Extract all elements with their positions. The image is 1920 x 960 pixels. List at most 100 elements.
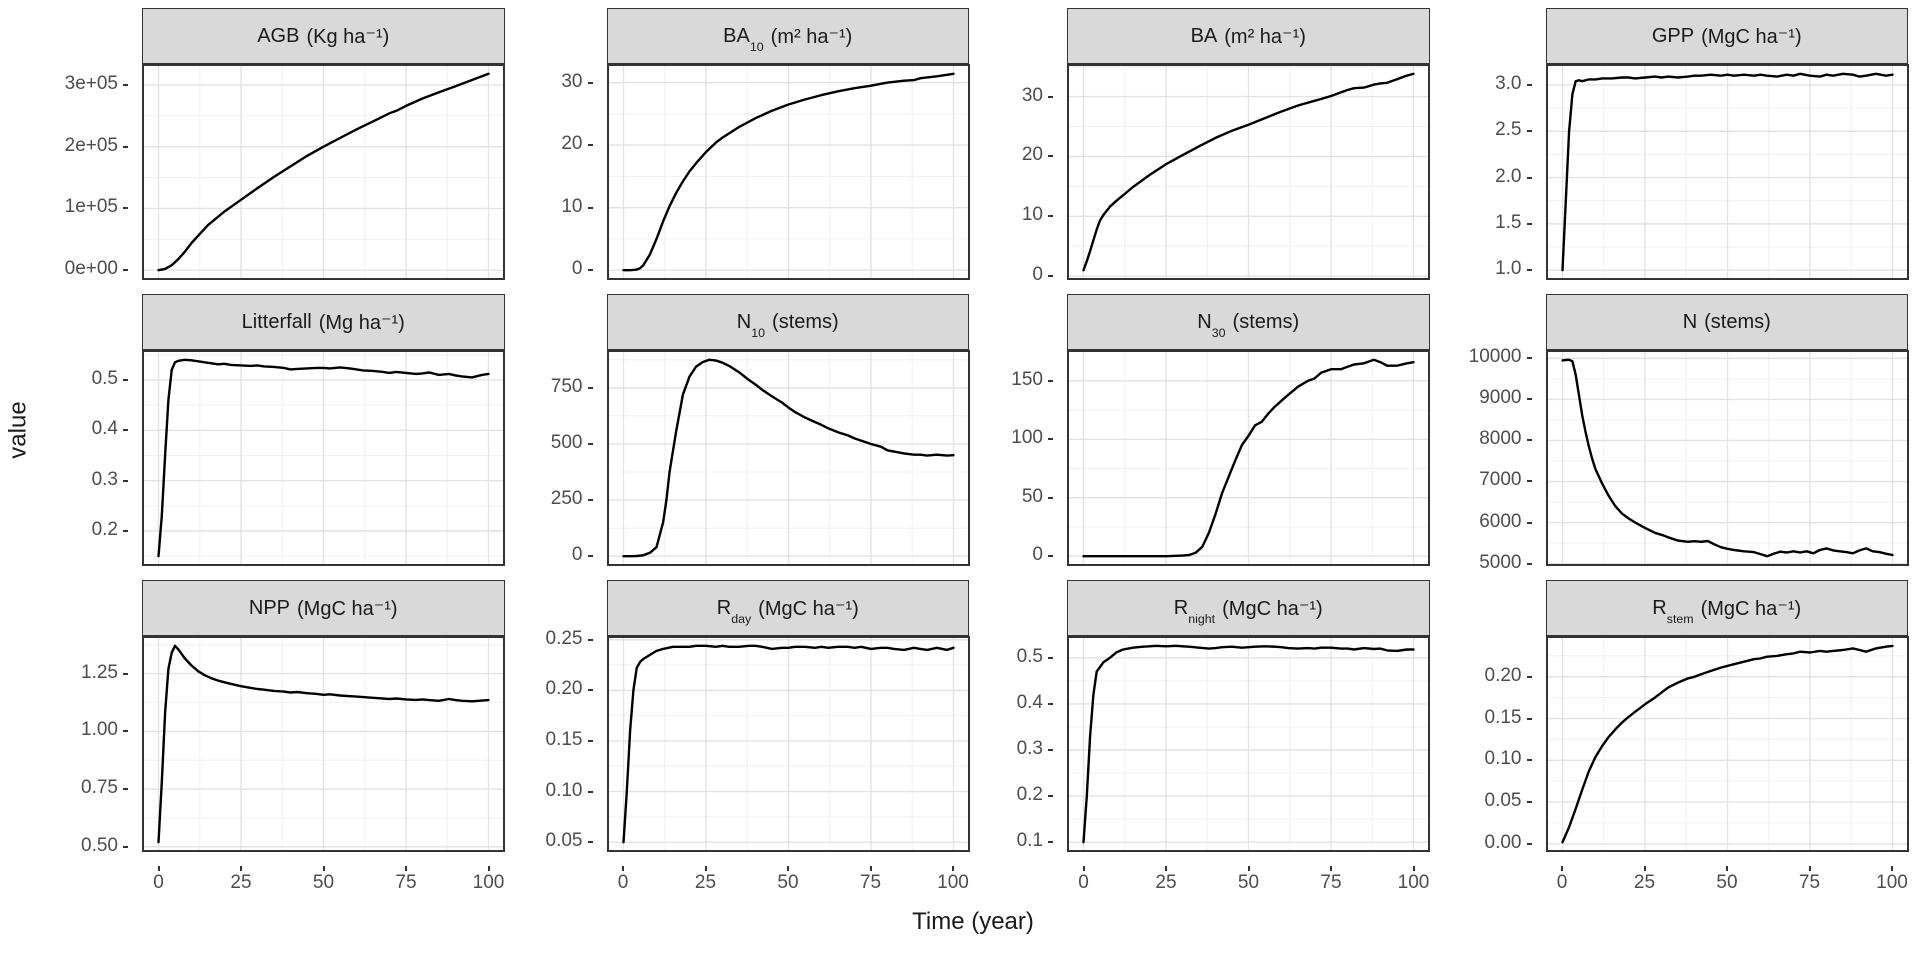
y-tick-mark	[587, 81, 593, 84]
panel-title-subscript: 30	[1211, 326, 1226, 340]
y-tick-label: 0.00	[1484, 831, 1522, 853]
y-tick-mark	[1526, 222, 1532, 225]
y-tick-label: 0.75	[81, 777, 118, 799]
line-chart-n10	[606, 350, 970, 566]
line-chart-rstem	[1545, 636, 1909, 852]
y-tick-label: 0	[571, 544, 583, 566]
line-chart-ba10	[606, 64, 970, 280]
panel-title-units: (m² ha⁻¹)	[1224, 25, 1306, 48]
y-tick-mark	[1526, 842, 1532, 845]
y-tick-mark	[1526, 439, 1532, 442]
y-tick-label: 0.20	[545, 678, 583, 700]
line-chart-litterfall	[142, 350, 505, 566]
x-tick-label: 75	[859, 872, 882, 893]
y-tick-label: 1e+05	[64, 196, 118, 218]
y-tick-mark	[1048, 438, 1053, 441]
line-chart-n	[1545, 350, 1909, 566]
panel-title-subscript: day	[731, 612, 752, 626]
y-axis-ticks-n: 5000 6000 7000 8000 9000 10000	[1444, 294, 1532, 573]
panel-strip-agb: AGB (Kg ha⁻¹)	[142, 8, 505, 64]
y-tick-label: 10000	[1468, 346, 1522, 368]
x-tick-label: 50	[777, 872, 799, 893]
x-tick-mark	[1891, 866, 1893, 871]
x-axis-ticks-rstem: 0 25 50 75 100	[1546, 866, 1909, 893]
panel-title: Litterfall	[241, 310, 312, 333]
x-tick-label: 25	[230, 872, 252, 893]
x-tick-mark	[622, 866, 624, 871]
y-tick-mark	[587, 144, 593, 147]
y-tick-label: 0.10	[545, 779, 583, 801]
y-tick-label: 0.15	[545, 729, 583, 751]
x-tick-mark	[322, 866, 325, 871]
facet-panel-n: N (stems)	[1545, 294, 1909, 566]
y-tick-mark	[1526, 759, 1532, 762]
x-tick-mark	[1412, 866, 1415, 871]
y-axis-ticks-litterfall: 0.2 0.3 0.4 0.5	[38, 294, 128, 566]
facet-panel-litterfall: Litterfall (Mg ha⁻¹)	[142, 294, 505, 566]
panel-strip-litterfall: Litterfall (Mg ha⁻¹)	[142, 294, 505, 350]
y-tick-mark	[1526, 83, 1532, 86]
y-tick-label: 0.2	[91, 519, 118, 541]
y-axis-ticks-agb: 0e+00 1e+05 2e+05 3e+05	[38, 8, 128, 280]
x-tick-mark	[1561, 866, 1563, 871]
y-tick-mark	[1048, 555, 1053, 558]
x-tick-mark	[704, 866, 707, 871]
panel-title: GPP	[1651, 24, 1695, 47]
x-tick-mark	[1643, 866, 1646, 871]
y-tick-mark	[587, 269, 593, 272]
x-tick-mark	[1330, 866, 1332, 871]
panel-title: R	[716, 596, 732, 619]
y-axis-ticks-gpp: 1.0 1.5 2.0 2.5 3.0	[1444, 8, 1532, 280]
y-tick-mark	[587, 442, 593, 445]
line-chart-agb	[142, 64, 505, 280]
y-tick-mark	[123, 845, 128, 848]
x-tick-label: 25	[694, 872, 717, 893]
y-tick-label: 150	[1011, 368, 1043, 390]
y-tick-label: 3.0	[1495, 73, 1522, 95]
y-tick-label: 0	[1032, 264, 1043, 286]
y-axis-ticks-rnight: 0.1 0.2 0.3 0.4 0.5	[983, 580, 1053, 852]
panel-strip-ba10: BA 10 (m² ha⁻¹)	[606, 8, 969, 64]
y-tick-mark	[123, 479, 128, 482]
y-tick-label: 5000	[1479, 551, 1522, 573]
y-tick-label: 0.2	[1016, 784, 1043, 806]
y-tick-mark	[587, 206, 593, 209]
x-tick-label: 0	[1556, 872, 1568, 893]
spacer	[38, 866, 128, 892]
y-tick-label: 750	[550, 375, 583, 397]
panel-title: BA	[723, 24, 750, 47]
y-tick-label: 0	[1032, 544, 1043, 566]
y-tick-mark	[123, 207, 128, 210]
x-tick-label: 100	[1876, 872, 1908, 893]
y-tick-label: 0.3	[91, 468, 118, 490]
y-tick-label: 0.20	[1484, 664, 1522, 686]
line-chart-rnight	[1067, 636, 1430, 852]
y-tick-mark	[1048, 155, 1053, 158]
x-tick-label: 75	[1320, 872, 1342, 893]
y-tick-mark	[123, 788, 128, 791]
y-tick-label: 0.05	[545, 830, 583, 852]
panel-strip-gpp: GPP (MgC ha⁻¹)	[1545, 8, 1908, 64]
facet-panel-agb: AGB (Kg ha⁻¹)	[142, 8, 505, 280]
y-tick-mark	[587, 841, 593, 844]
facet-panel-npp: NPP (MgC ha⁻¹)	[142, 580, 505, 852]
y-tick-label: 1.5	[1495, 211, 1522, 233]
y-tick-label: 0	[571, 258, 583, 280]
y-tick-label: 0.5	[1016, 645, 1043, 667]
y-tick-mark	[1048, 702, 1053, 705]
panel-title: R	[1173, 596, 1189, 619]
facet-panel-n30: N 30 (stems)	[1067, 294, 1430, 566]
y-tick-label: 0e+00	[64, 258, 118, 280]
y-tick-label: 250	[550, 488, 583, 510]
panel-strip-npp: NPP (MgC ha⁻¹)	[142, 580, 505, 636]
y-tick-mark	[1526, 521, 1532, 524]
y-axis-title: value	[5, 401, 32, 459]
panel-title-subscript: night	[1188, 612, 1216, 626]
y-tick-mark	[1526, 398, 1532, 401]
y-axis-ticks-n30: 0 50 100 150	[983, 294, 1053, 566]
y-tick-mark	[123, 429, 128, 432]
y-tick-label: 1.00	[81, 719, 118, 741]
panel-strip-n10: N 10 (stems)	[606, 294, 969, 350]
y-tick-label: 0.15	[1484, 706, 1522, 728]
x-tick-label: 0	[153, 872, 164, 893]
